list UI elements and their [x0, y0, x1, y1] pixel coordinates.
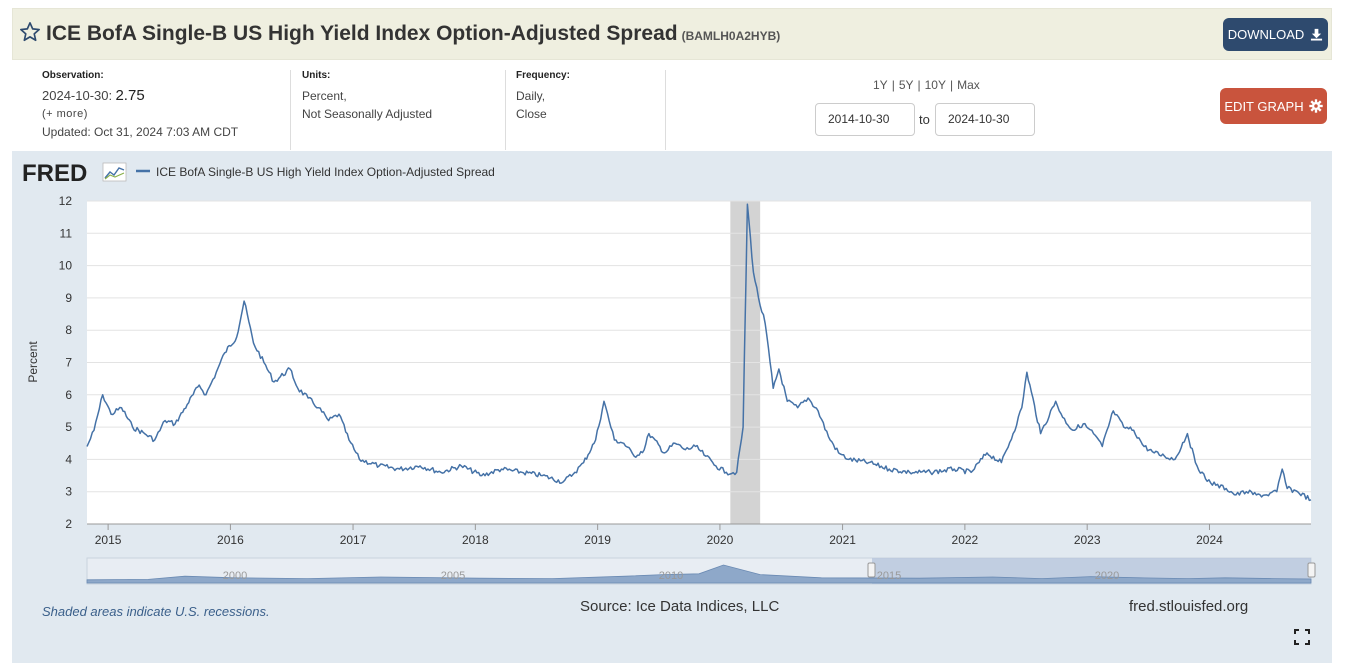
series-title: ICE BofA Single-B US High Yield Index Op…: [46, 22, 678, 45]
divider: [665, 70, 666, 150]
frequency-line1: Daily,: [516, 89, 546, 103]
observation-value: 2.75: [115, 87, 145, 104]
edit-graph-button[interactable]: EDIT GRAPH: [1220, 88, 1327, 124]
source-text: Source: Ice Data Indices, LLC: [580, 598, 780, 615]
title-bar: ICE BofA Single-B US High Yield Index Op…: [12, 8, 1332, 60]
series-line: [86, 203, 1312, 502]
y-tick-label: 2: [65, 517, 72, 531]
more-observations-link[interactable]: (+ more): [42, 108, 88, 120]
recession-note: Shaded areas indicate U.S. recessions.: [42, 604, 270, 619]
y-axis-label: Percent: [26, 341, 40, 383]
x-tick-label: 2015: [95, 533, 122, 547]
y-tick-label: 11: [60, 226, 73, 240]
observation-label: Observation:: [42, 70, 104, 81]
frequency-block: Frequency: Daily, Close: [516, 70, 570, 123]
separator: |: [949, 78, 954, 92]
x-tick-label: 2021: [829, 533, 856, 547]
updated-timestamp: Updated: Oct 31, 2024 7:03 AM CDT: [42, 125, 239, 139]
x-tick-label: 2016: [217, 533, 244, 547]
y-tick-label: 8: [65, 323, 72, 337]
divider: [290, 70, 291, 150]
to-label: to: [919, 112, 930, 127]
frequency-label: Frequency:: [516, 70, 570, 81]
frequency-line2: Close: [516, 107, 547, 121]
legend-label: ICE BofA Single-B US High Yield Index Op…: [156, 165, 495, 179]
download-button[interactable]: DOWNLOAD: [1223, 18, 1328, 51]
fred-logo-graph-icon: [102, 162, 127, 182]
page-title: ICE BofA Single-B US High Yield Index Op…: [46, 22, 780, 46]
navigator-label: 2015: [877, 570, 901, 582]
y-tick-label: 9: [65, 291, 72, 305]
download-icon: [1311, 28, 1323, 41]
x-tick-label: 2017: [340, 533, 367, 547]
x-tick-label: 2024: [1196, 533, 1223, 547]
end-date-input[interactable]: 2024-10-30: [935, 103, 1035, 136]
start-date-input[interactable]: 2014-10-30: [815, 103, 915, 136]
x-tick-label: 2018: [462, 533, 489, 547]
y-tick-label: 12: [59, 194, 73, 208]
gear-icon: [1308, 99, 1323, 113]
navigator-label: 2010: [659, 570, 683, 582]
edit-graph-label: EDIT GRAPH: [1224, 98, 1304, 114]
navigator-area: [86, 564, 1312, 584]
navigator-label: 2000: [223, 570, 247, 582]
range-buttons: 1Y | 5Y | 10Y | Max: [873, 78, 980, 92]
y-tick-label: 6: [65, 388, 72, 402]
units-line1: Percent,: [302, 89, 347, 103]
y-tick-label: 5: [65, 420, 72, 434]
x-tick-label: 2022: [952, 533, 979, 547]
navigator-label: 2020: [1095, 570, 1119, 582]
range-5y-button[interactable]: 5Y: [898, 78, 914, 92]
y-tick-label: 10: [59, 259, 73, 273]
x-tick-label: 2023: [1074, 533, 1101, 547]
navigator-left-handle[interactable]: [867, 562, 876, 578]
range-max-button[interactable]: Max: [957, 78, 980, 92]
x-tick-label: 2019: [584, 533, 611, 547]
range-1y-button[interactable]: 1Y: [873, 78, 888, 92]
units-label: Units:: [302, 70, 331, 81]
download-label: DOWNLOAD: [1227, 27, 1305, 42]
observation-block: Observation: 2024-10-30: 2.75 (+ more) U…: [42, 70, 238, 141]
y-tick-label: 7: [65, 356, 72, 370]
fred-logo: FRED: [22, 160, 87, 187]
separator: |: [891, 78, 895, 92]
navigator-label: 2005: [441, 570, 465, 582]
navigator-right-handle[interactable]: [1307, 562, 1316, 578]
series-code: (BAMLH0A2HYB): [681, 29, 781, 43]
range-10y-button[interactable]: 10Y: [924, 78, 946, 92]
divider: [505, 70, 506, 150]
fullscreen-icon[interactable]: [1294, 629, 1310, 645]
site-link[interactable]: fred.stlouisfed.org: [1129, 598, 1249, 615]
y-tick-label: 3: [65, 485, 72, 499]
units-line2: Not Seasonally Adjusted: [302, 107, 433, 121]
units-block: Units: Percent, Not Seasonally Adjusted: [302, 70, 432, 123]
separator: |: [917, 78, 921, 92]
star-icon[interactable]: [19, 21, 41, 43]
x-tick-label: 2020: [707, 533, 734, 547]
y-tick-label: 4: [65, 452, 72, 466]
observation-date: 2024-10-30:: [42, 88, 113, 103]
